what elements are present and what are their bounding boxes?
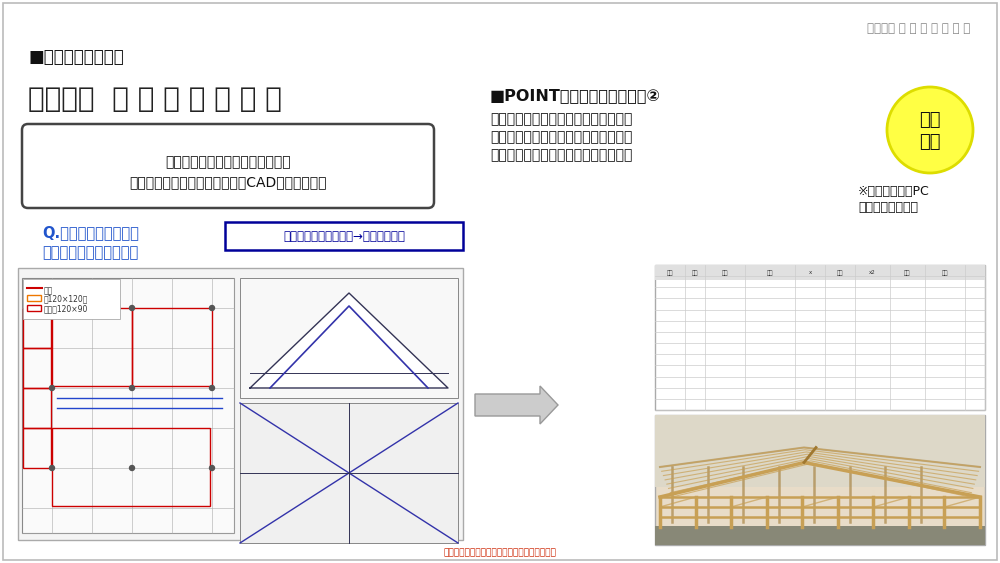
Bar: [52, 308, 132, 386]
Polygon shape: [250, 293, 448, 388]
Bar: [655, 265, 985, 280]
Text: 構造設計と連動したプレカットCADデータの提供: 構造設計と連動したプレカットCADデータの提供: [129, 175, 327, 189]
Bar: [22, 278, 234, 533]
Bar: [52, 428, 210, 506]
Circle shape: [50, 306, 54, 311]
Bar: [27, 305, 41, 311]
Text: が概算で算定できる資料を作成します: が概算で算定できる資料を作成します: [490, 148, 632, 162]
Text: 規格: 規格: [722, 270, 728, 276]
Text: 備考: 備考: [942, 270, 948, 276]
FancyBboxPatch shape: [3, 3, 997, 560]
Circle shape: [130, 306, 134, 311]
Text: 数量: 数量: [692, 270, 698, 276]
Bar: [655, 265, 985, 410]
Circle shape: [210, 306, 214, 311]
Text: 会員の場合無償: 会員の場合無償: [858, 201, 918, 214]
Text: 算定: 算定: [919, 133, 941, 151]
Text: 作成し、構造材の積算明細、金物明細: 作成し、構造材の積算明細、金物明細: [490, 130, 632, 144]
Text: 株式会社 木 構 造 デ ザ イ ン: 株式会社 木 構 造 デ ザ イ ン: [867, 22, 970, 35]
Text: ■POINT　サポートイメージ②: ■POINT サポートイメージ②: [490, 88, 661, 103]
Bar: [132, 308, 212, 386]
Circle shape: [130, 466, 134, 471]
Text: 単価: 単価: [767, 270, 773, 276]
Bar: [23, 348, 51, 388]
Text: 設計事務所・建設会社→概算見積相談: 設計事務所・建設会社→概算見積相談: [283, 230, 405, 243]
Circle shape: [130, 386, 134, 391]
Text: x: x: [808, 270, 812, 275]
Circle shape: [50, 386, 54, 391]
Text: 合計: 合計: [904, 270, 911, 276]
Text: 金額になりそうですか？: 金額になりそうですか？: [42, 245, 138, 260]
Bar: [27, 295, 41, 301]
Bar: [655, 415, 985, 486]
Circle shape: [887, 87, 973, 173]
Text: 株式会社  木 構 造 デ ザ イ ン: 株式会社 木 構 造 デ ザ イ ン: [28, 85, 282, 113]
FancyBboxPatch shape: [225, 222, 463, 250]
Bar: [23, 388, 51, 428]
Bar: [23, 428, 51, 468]
Text: x2: x2: [869, 270, 876, 275]
Text: 不整形120×90: 不整形120×90: [44, 304, 88, 313]
Text: 柱120×120～: 柱120×120～: [44, 294, 88, 303]
FancyBboxPatch shape: [22, 124, 434, 208]
FancyBboxPatch shape: [23, 279, 120, 319]
Text: ■課題解決のご提案: ■課題解決のご提案: [28, 48, 124, 66]
Bar: [655, 525, 985, 545]
Text: ※ネットワークPC: ※ネットワークPC: [858, 185, 930, 198]
Bar: [240, 403, 458, 543]
Bar: [23, 308, 51, 348]
Circle shape: [210, 466, 214, 471]
Text: 小計: 小計: [837, 270, 843, 276]
FancyBboxPatch shape: [18, 268, 463, 540]
Text: 品名: 品名: [667, 270, 673, 276]
FancyArrow shape: [475, 386, 558, 424]
Text: 構造計画に沿ったプレカットデータを: 構造計画に沿ったプレカットデータを: [490, 112, 632, 126]
Text: 大規模木造専門の構造設計事務所: 大規模木造専門の構造設計事務所: [165, 155, 291, 169]
Circle shape: [50, 466, 54, 471]
Text: 概算: 概算: [919, 111, 941, 129]
Bar: [655, 415, 985, 545]
Text: Q.木造でどれくらいの: Q.木造でどれくらいの: [42, 225, 139, 240]
Circle shape: [210, 386, 214, 391]
Bar: [240, 278, 458, 398]
Text: 作成者の許可なく無断転載することを禁じます: 作成者の許可なく無断転載することを禁じます: [444, 548, 556, 557]
Text: 柱芯: 柱芯: [44, 286, 53, 295]
